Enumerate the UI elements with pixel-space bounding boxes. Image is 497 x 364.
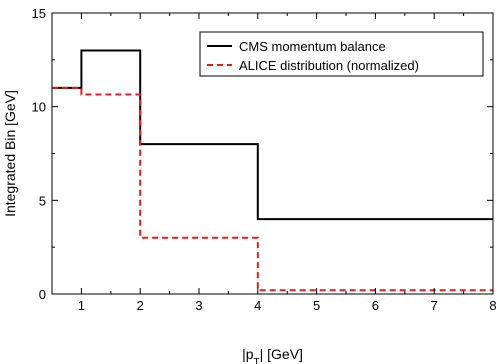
legend: CMS momentum balance ALICE distribution (… [199, 31, 484, 77]
y-tick-label: 10 [32, 100, 46, 115]
series-cms [52, 49, 493, 221]
x-tick-label: 2 [137, 298, 144, 313]
series-line [52, 86, 493, 292]
x-axis-label-rest: | [GeV] [260, 346, 303, 362]
ticks-layer: 1 2 3 4 5 6 7 8 0 5 10 15 [32, 6, 497, 313]
x-tick-label: 7 [431, 298, 438, 313]
x-tick-label: 6 [372, 298, 379, 313]
legend-item: CMS momentum balance [207, 39, 386, 54]
x-tick-label: 4 [254, 298, 261, 313]
x-tick-label: 3 [195, 298, 202, 313]
x-axis-label-main: |p [242, 346, 254, 362]
series-layer [52, 49, 493, 292]
x-axis-label-sub: T [254, 357, 260, 364]
y-tick-label: 5 [39, 193, 46, 208]
y-axis-label: Integrated Bin [GeV] [2, 90, 18, 217]
legend-label: ALICE distribution (normalized) [239, 58, 419, 73]
legend-label: CMS momentum balance [239, 39, 386, 54]
x-tick-label: 8 [489, 298, 496, 313]
series-line [52, 49, 493, 221]
x-axis-label: |pT| [GeV] [242, 346, 303, 364]
legend-box [199, 31, 484, 77]
x-tick-label: 5 [313, 298, 320, 313]
x-tick-label: 1 [78, 298, 85, 313]
legend-item: ALICE distribution (normalized) [207, 58, 419, 73]
y-tick-label: 0 [39, 287, 46, 302]
series-alice [52, 86, 493, 292]
y-tick-label: 15 [32, 6, 46, 21]
